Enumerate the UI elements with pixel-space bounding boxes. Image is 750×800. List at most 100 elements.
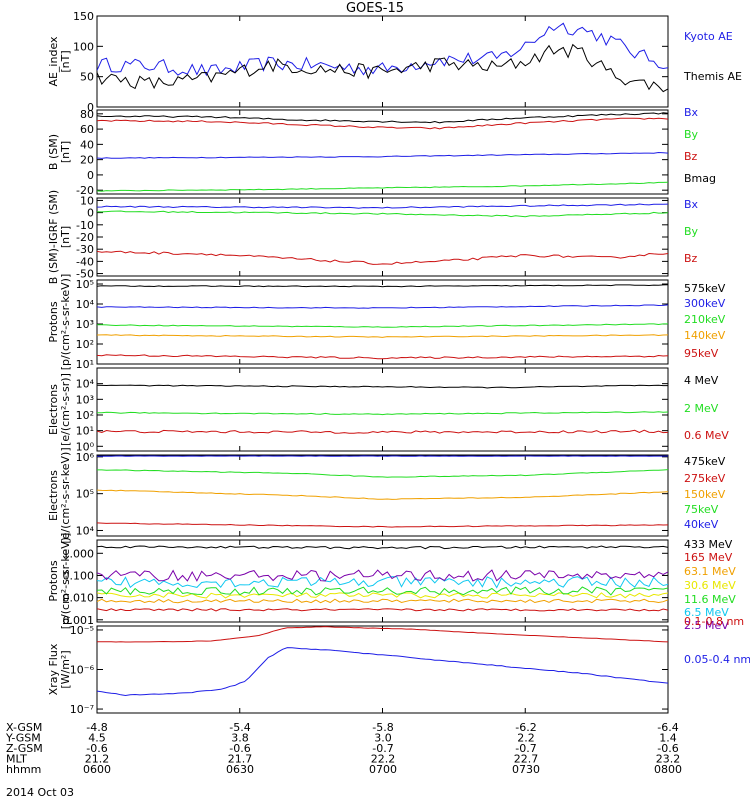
panel-frame — [96, 15, 669, 108]
footer-value: -6.4 — [657, 721, 678, 734]
series-line-Bmag — [97, 112, 668, 124]
y-tick-label: 10⁻⁷ — [70, 703, 94, 716]
series-line-By — [97, 210, 668, 218]
series-line-575keV — [97, 284, 668, 288]
series-line-75keV — [97, 469, 668, 478]
y-tick-label: 10³ — [76, 318, 94, 331]
y-tick-label: -20 — [76, 184, 94, 197]
panel-1: -20 0 20 40 60 80 B (SM) [nT] Bx By Bz Bmag — [47, 106, 716, 197]
legend-label: Bz — [684, 150, 698, 163]
series-line-150keV — [97, 489, 668, 500]
y-axis-label: [p/(cm²-s-sr-keV)] — [59, 533, 72, 630]
footer-value: 0630 — [226, 763, 254, 776]
y-axis-label: Electrons — [47, 470, 60, 521]
y-axis-label: Electrons — [47, 384, 60, 435]
y-tick-label: 0.010 — [63, 592, 95, 605]
legend-label: 95keV — [684, 347, 719, 360]
series-line-Bz — [97, 117, 668, 130]
legend-label: 0.1-0.8 nm — [684, 615, 744, 628]
y-tick-label: -10 — [76, 219, 94, 232]
footer-row-label: Y-GSM — [5, 732, 41, 745]
series-line-165-MeV — [97, 608, 668, 612]
footer-row-label: Z-GSM — [6, 742, 43, 755]
panel-7: 10⁻⁷ 10⁻⁶ 10⁻⁵ Xray Flux [W/m²] 0.1-0.8 nm 0.0… — [47, 615, 750, 716]
y-tick-label: 10¹ — [76, 425, 94, 438]
y-tick-label: 20 — [80, 154, 94, 167]
series-line-433-MeV — [97, 545, 668, 550]
footer-value: 21.7 — [228, 753, 253, 766]
legend-label: 140keV — [684, 329, 726, 342]
series-line-95keV — [97, 354, 668, 360]
series-line-0-6-MeV — [97, 429, 668, 434]
y-axis-label: Protons — [47, 301, 60, 342]
panel-frame — [96, 625, 669, 714]
legend-label: 0.6 MeV — [684, 429, 729, 442]
legend-label: 6.5 MeV — [684, 606, 729, 619]
footer-value: -5.8 — [372, 721, 393, 734]
series-line-275keV — [97, 522, 668, 528]
series-line-Themis-AE — [97, 43, 668, 93]
y-tick-label: 1.000 — [63, 547, 95, 560]
legend-label: 210keV — [684, 313, 726, 326]
legend-label: 433 MeV — [684, 538, 733, 551]
footer-value: -0.6 — [657, 742, 678, 755]
legend-label: Themis AE — [683, 70, 742, 83]
legend-label: Bx — [684, 198, 699, 211]
legend-label: 275keV — [684, 472, 726, 485]
legend-label: 30.6 MeV — [684, 579, 736, 592]
footer-value: 23.2 — [656, 753, 681, 766]
footer-row-label: hhmm — [6, 763, 41, 776]
y-tick-label: 10¹ — [76, 358, 94, 371]
y-tick-label: -20 — [76, 231, 94, 244]
y-axis-label: B (SM)-IGRF (SM) — [47, 190, 60, 284]
y-tick-label: -30 — [76, 243, 94, 256]
legend-label: Bx — [684, 106, 699, 119]
y-axis-label: Protons — [47, 560, 60, 601]
y-tick-label: 40 — [80, 138, 94, 151]
legend-label: 475keV — [684, 455, 726, 468]
y-tick-label: 10² — [76, 409, 94, 422]
footer-value: 0800 — [654, 763, 682, 776]
footer-value: 1.4 — [659, 732, 677, 745]
series-line-140keV — [97, 334, 668, 338]
footer-value: 2.2 — [517, 732, 535, 745]
series-line-300keV — [97, 304, 668, 309]
legend-label: 2.5 MeV — [684, 619, 729, 632]
series-line-Bx — [97, 203, 668, 209]
y-tick-label: 10² — [76, 338, 94, 351]
series-line-0-05-0-4-nm — [97, 647, 668, 697]
series-line-2-MeV — [97, 411, 668, 416]
series-line-2-5-MeV — [97, 569, 668, 582]
series-line-Kyoto-AE — [97, 22, 668, 77]
y-tick-label: 10⁵ — [76, 278, 94, 291]
series-line-0-1-0-8-nm — [97, 626, 668, 643]
footer-value: -0.7 — [372, 742, 393, 755]
footer-row-label: MLT — [6, 753, 27, 766]
panel-frame — [96, 367, 669, 452]
y-axis-label: [e/(cm²-s-sr-keV)] — [59, 447, 72, 543]
footer-value: -0.6 — [86, 742, 107, 755]
y-tick-label: 10⁴ — [76, 524, 95, 537]
panel-4: 10⁰ 10¹ 10² 10³ 10⁴ Electrons [e/(cm²-s-sr)] 4 … — [47, 367, 729, 453]
series-line-Bz — [97, 250, 668, 265]
y-tick-label: 10⁴ — [76, 378, 95, 391]
series-line-210keV — [97, 323, 668, 328]
y-axis-label: [nT] — [59, 50, 72, 72]
legend-label: Kyoto AE — [684, 30, 733, 43]
legend-label: 0.05-0.4 nm — [684, 653, 750, 666]
panel-3: 10¹ 10² 10³ 10⁴ 10⁵ Protons [p/(cm²-s-sr-keV)]… — [47, 274, 726, 371]
legend-label: 75keV — [684, 503, 719, 516]
y-tick-label: 10⁻⁶ — [70, 664, 95, 677]
footer-row-label: X-GSM — [6, 721, 42, 734]
chart-title: GOES-15 — [345, 1, 404, 16]
footer-value: -4.8 — [86, 721, 107, 734]
y-tick-label: 0.100 — [63, 569, 95, 582]
legend-label: 150keV — [684, 488, 726, 501]
legend-label: Bmag — [684, 172, 716, 185]
y-axis-label: [p/(cm²-s-sr-keV)] — [59, 274, 72, 371]
panel-frame — [96, 279, 669, 365]
legend-label: Bz — [684, 252, 698, 265]
legend-label: 165 MeV — [684, 551, 733, 564]
